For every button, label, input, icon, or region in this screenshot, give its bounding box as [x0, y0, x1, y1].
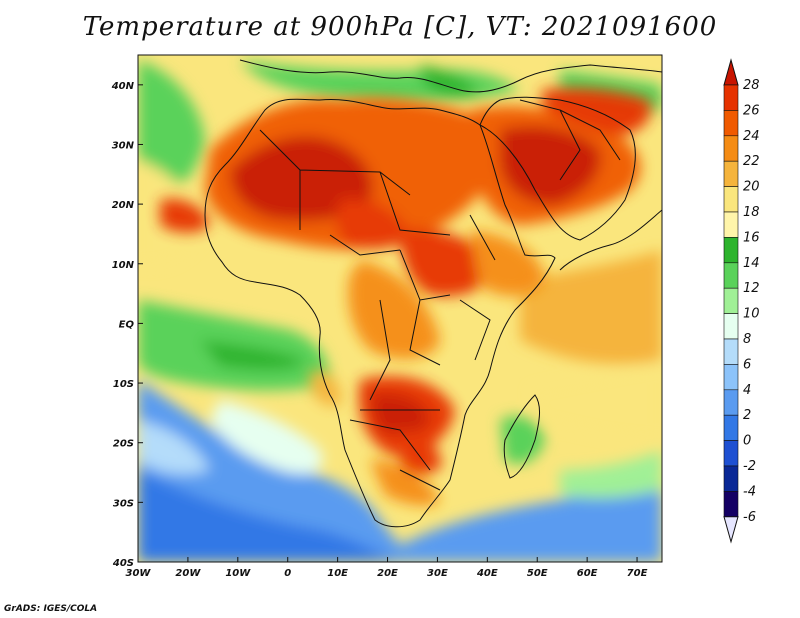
colorbar-label: 8 [743, 332, 751, 347]
lat-tick-label: 40N [111, 81, 135, 92]
colorbar-label: 12 [743, 281, 760, 296]
colorbar-bin [723, 186, 739, 213]
temperature-field [138, 55, 662, 562]
grads-credit: GrADS: IGES/COLA [4, 604, 98, 614]
colorbar-bin [723, 237, 739, 264]
colorbar-label: 26 [743, 103, 760, 118]
lon-tick-label: 10W [225, 568, 251, 579]
colorbar-label: 2 [743, 408, 751, 423]
colorbar-bin [723, 135, 739, 162]
colorbar-label: 16 [743, 230, 760, 245]
coastlines [204, 59, 662, 528]
colorbar-min-arrow [723, 516, 739, 544]
colorbar-bin [723, 440, 739, 467]
map-title: Temperature at 900hPa [C], VT: 202109160… [82, 12, 718, 42]
lat-tick-label: 30N [112, 140, 135, 151]
map-frame [137, 54, 663, 563]
lon-tick-label: 40E [476, 568, 498, 579]
colorbar-label: -2 [743, 459, 756, 474]
colorbar-label: 20 [743, 180, 760, 195]
colorbar-label: 28 [743, 78, 760, 93]
colorbar-bin [723, 84, 739, 111]
colorbar-bin [723, 313, 739, 340]
lat-tick-label: 20S [113, 439, 134, 450]
lat-tick-label: 10N [112, 260, 135, 271]
colorbar-bin [723, 491, 739, 518]
lon-tick-label: 70E [627, 568, 648, 579]
lon-tick-label: 0 [284, 568, 291, 579]
colorbar-bin [723, 414, 739, 441]
colorbar-bin [723, 262, 739, 289]
colorbar-label: 18 [743, 205, 760, 220]
colorbar-label: 24 [743, 129, 760, 144]
lat-tick-label: EQ [119, 319, 135, 330]
colorbar-bin [723, 389, 739, 416]
colorbar-bin [723, 338, 739, 365]
lat-tick-label: 40S [112, 558, 134, 569]
lat-tick-label: 20N [112, 200, 135, 211]
colorbar-label: 6 [743, 357, 751, 372]
latitude-axis: 40N 30N 20N 10N EQ 10S 20S 30S 40S [111, 81, 143, 569]
colorbar-label: 14 [743, 256, 760, 271]
lon-tick-label: 60E [577, 568, 598, 579]
colorbar-max-arrow [723, 58, 739, 86]
colorbar-bin [723, 211, 739, 238]
lon-tick-label: 10E [327, 568, 348, 579]
lon-tick-label: 20E [377, 568, 398, 579]
longitude-axis: 30W 20W 10W 0 10E 20E 30E 40E 50E 60E 70E [126, 557, 648, 579]
lon-tick-label: 30E [427, 568, 448, 579]
lat-tick-label: 10S [113, 379, 134, 390]
lat-tick-label: 30S [113, 498, 134, 509]
colorbar-bin [723, 287, 739, 314]
lon-tick-label: 30W [126, 568, 152, 579]
lon-tick-label: 20W [175, 568, 201, 579]
colorbar-bin [723, 110, 739, 137]
colorbar-label: 4 [743, 383, 751, 398]
colorbar-bin [723, 160, 739, 187]
colorbar-bin [723, 364, 739, 391]
lon-tick-label: 50E [527, 568, 548, 579]
colorbar-label: -4 [743, 484, 756, 499]
colorbar-label: 10 [743, 307, 760, 322]
colorbar-bin [723, 465, 739, 492]
colorbar-label: -6 [743, 510, 756, 525]
colorbar-label: 0 [743, 434, 751, 449]
colorbar-label: 22 [743, 154, 760, 169]
